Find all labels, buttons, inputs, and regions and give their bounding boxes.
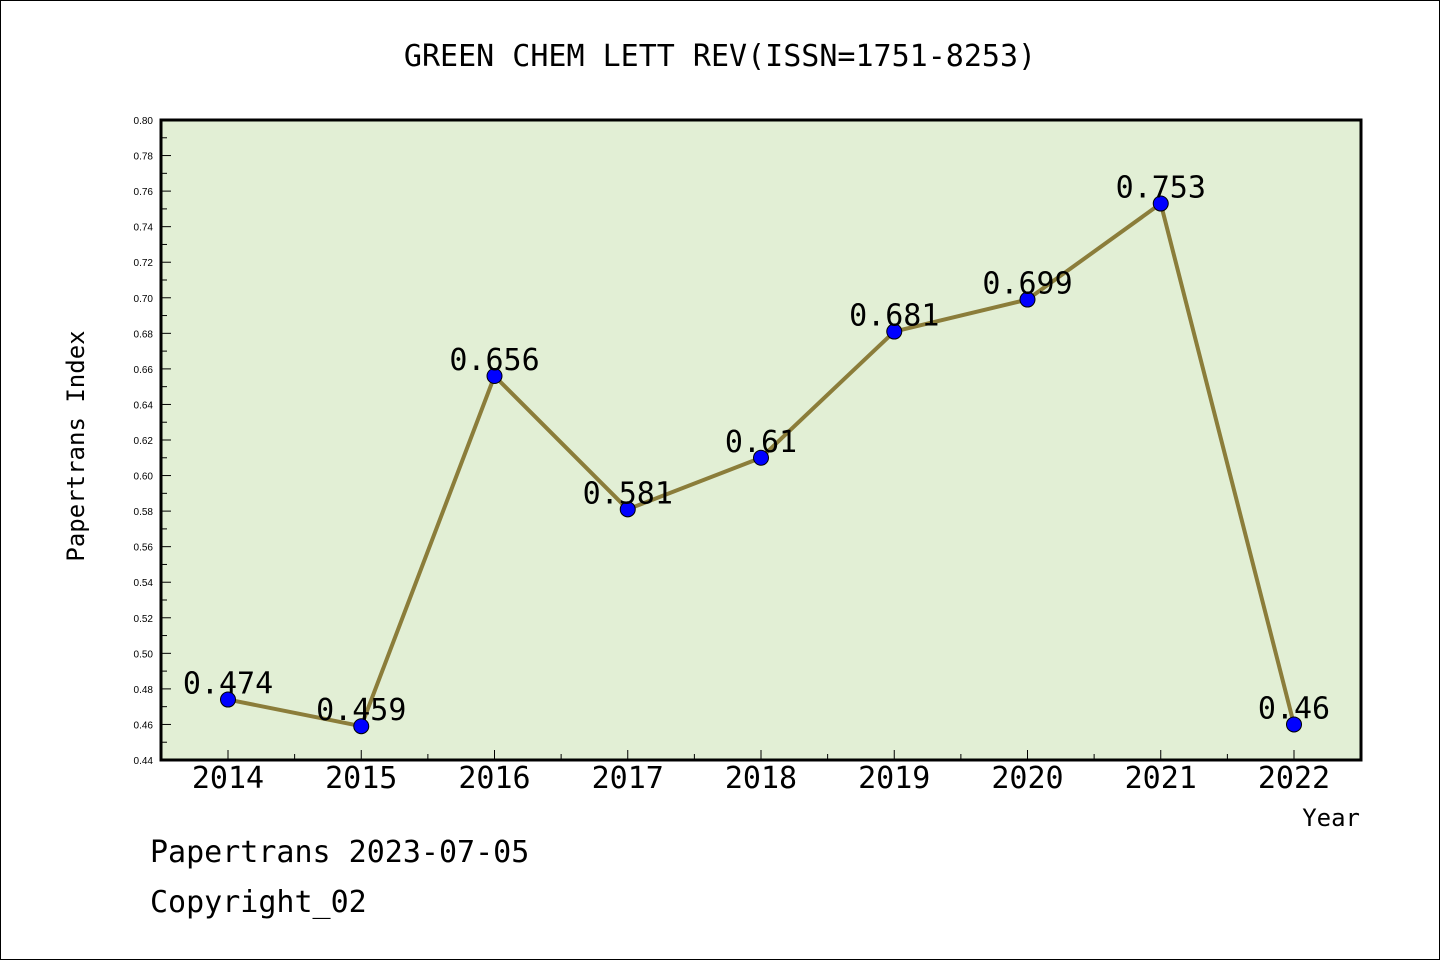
y-axis: 0.44 0.46 0.48 0.50 0.52 0.54 0.56 0.58 0.60 0.62… [134,116,171,767]
data-point [353,718,370,735]
footer-copyright: Copyright_02 [150,885,367,920]
y-tick-label: 0.48 [134,685,154,696]
data-point [1152,195,1169,212]
y-tick-label: 0.70 [134,294,154,305]
data-point [619,501,636,518]
x-tick-label: 2021 [1125,761,1197,796]
data-label: 0.474 [183,667,273,702]
data-label: 0.459 [316,693,406,728]
y-tick-label: 0.46 [134,720,154,731]
data-label: 0.681 [849,299,939,334]
x-axis: 2014 2015 2016 2017 2018 2019 2020 2021 2022 [192,750,1330,796]
y-tick-label: 0.54 [134,578,154,589]
y-tick-label: 0.44 [134,756,154,767]
x-tick-label: 2015 [325,761,397,796]
data-point [220,691,236,708]
x-tick-label: 2022 [1258,761,1330,796]
x-tick-label: 2020 [991,761,1063,796]
y-tick-label: 0.52 [134,614,154,625]
plot-area [159,118,1363,762]
series-group: 0.474 0.459 0.656 0.581 0.61 0.681 0.699 0.753 0… [183,171,1330,735]
data-point [486,368,503,384]
data-label: 0.656 [449,343,539,378]
x-tick-label: 2018 [725,761,797,796]
data-label: 0.753 [1116,171,1206,206]
y-tick-label: 0.62 [134,436,154,447]
data-label: 0.61 [725,425,797,460]
x-tick-label: 2016 [458,761,530,796]
y-tick-label: 0.74 [134,223,154,234]
data-point [1286,716,1302,733]
y-tick-label: 0.72 [134,258,154,269]
data-label: 0.581 [583,476,673,511]
y-tick-label: 0.58 [134,507,154,518]
x-axis-label: Year [1302,804,1360,832]
data-label: 0.699 [982,267,1072,302]
y-tick-label: 0.76 [134,187,154,198]
data-point [1019,291,1036,308]
y-tick-label: 0.50 [134,649,154,660]
y-axis-label: Papertrans Index [62,330,90,561]
data-label: 0.46 [1258,691,1330,726]
chart-title: GREEN CHEM LETT REV(ISSN=1751-8253) [404,39,1036,74]
y-tick-label: 0.68 [134,329,154,340]
footer-date: Papertrans 2023-07-05 [150,835,530,870]
x-tick-label: 2017 [592,761,664,796]
y-tick-label: 0.60 [134,472,154,483]
y-tick-label: 0.56 [134,543,154,554]
data-point [753,449,769,466]
y-tick-label: 0.80 [134,116,154,127]
y-tick-label: 0.66 [134,365,154,376]
y-tick-label: 0.64 [134,400,154,411]
x-tick-label: 2019 [858,761,930,796]
y-tick-label: 0.78 [134,152,154,163]
data-point [886,323,903,340]
x-tick-label: 2014 [192,761,264,796]
